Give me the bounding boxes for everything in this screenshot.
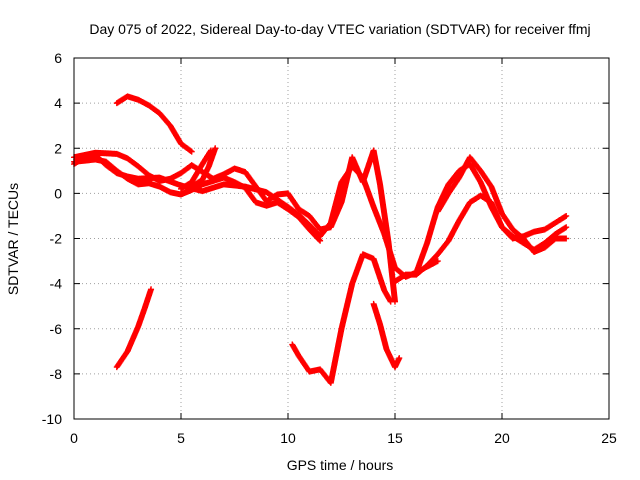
- x-tick-label: 15: [387, 430, 403, 446]
- y-tick-label: 2: [54, 140, 62, 156]
- y-tick-label: 4: [54, 95, 62, 111]
- point-markers: [434, 154, 570, 256]
- x-tick-label: 5: [177, 430, 185, 446]
- y-tick-label: 0: [54, 185, 62, 201]
- chart-title: Day 075 of 2022, Sidereal Day-to-day VTE…: [89, 21, 590, 37]
- x-axis-label: GPS time / hours: [287, 457, 394, 473]
- y-tick-label: -8: [50, 366, 63, 382]
- point-markers: [289, 251, 394, 386]
- point-markers: [113, 93, 195, 155]
- series-arc-12: [434, 154, 570, 256]
- series-arc-06: [188, 145, 219, 190]
- data-points: [71, 93, 570, 386]
- x-tick-label: 20: [494, 430, 510, 446]
- y-axis-label: SDTVAR / TECUs: [5, 183, 21, 295]
- x-tick-labels: 0 5 10 15 20 25: [70, 430, 617, 446]
- y-tick-labels: -10 -8 -6 -4 -2 0 2 4 6: [42, 50, 62, 427]
- plot-frame: [73, 57, 610, 420]
- y-tick-label: -4: [50, 276, 63, 292]
- x-tick-label: 25: [601, 430, 617, 446]
- series-arc-01: [113, 93, 195, 155]
- grid: [74, 58, 609, 419]
- point-markers: [113, 286, 155, 371]
- series-arc-02: [113, 286, 155, 371]
- point-markers: [188, 145, 219, 190]
- series-arc-07: [178, 147, 214, 192]
- series-arc-08: [289, 251, 394, 386]
- point-markers: [370, 300, 403, 371]
- x-tick-label: 0: [70, 430, 78, 446]
- y-tick-label: -10: [42, 411, 62, 427]
- point-markers: [178, 147, 214, 192]
- x-tick-label: 10: [280, 430, 296, 446]
- y-tick-label: -6: [50, 321, 63, 337]
- y-tick-label: 6: [54, 50, 62, 66]
- series-arc-09: [370, 300, 403, 371]
- y-tick-label: -2: [50, 231, 63, 247]
